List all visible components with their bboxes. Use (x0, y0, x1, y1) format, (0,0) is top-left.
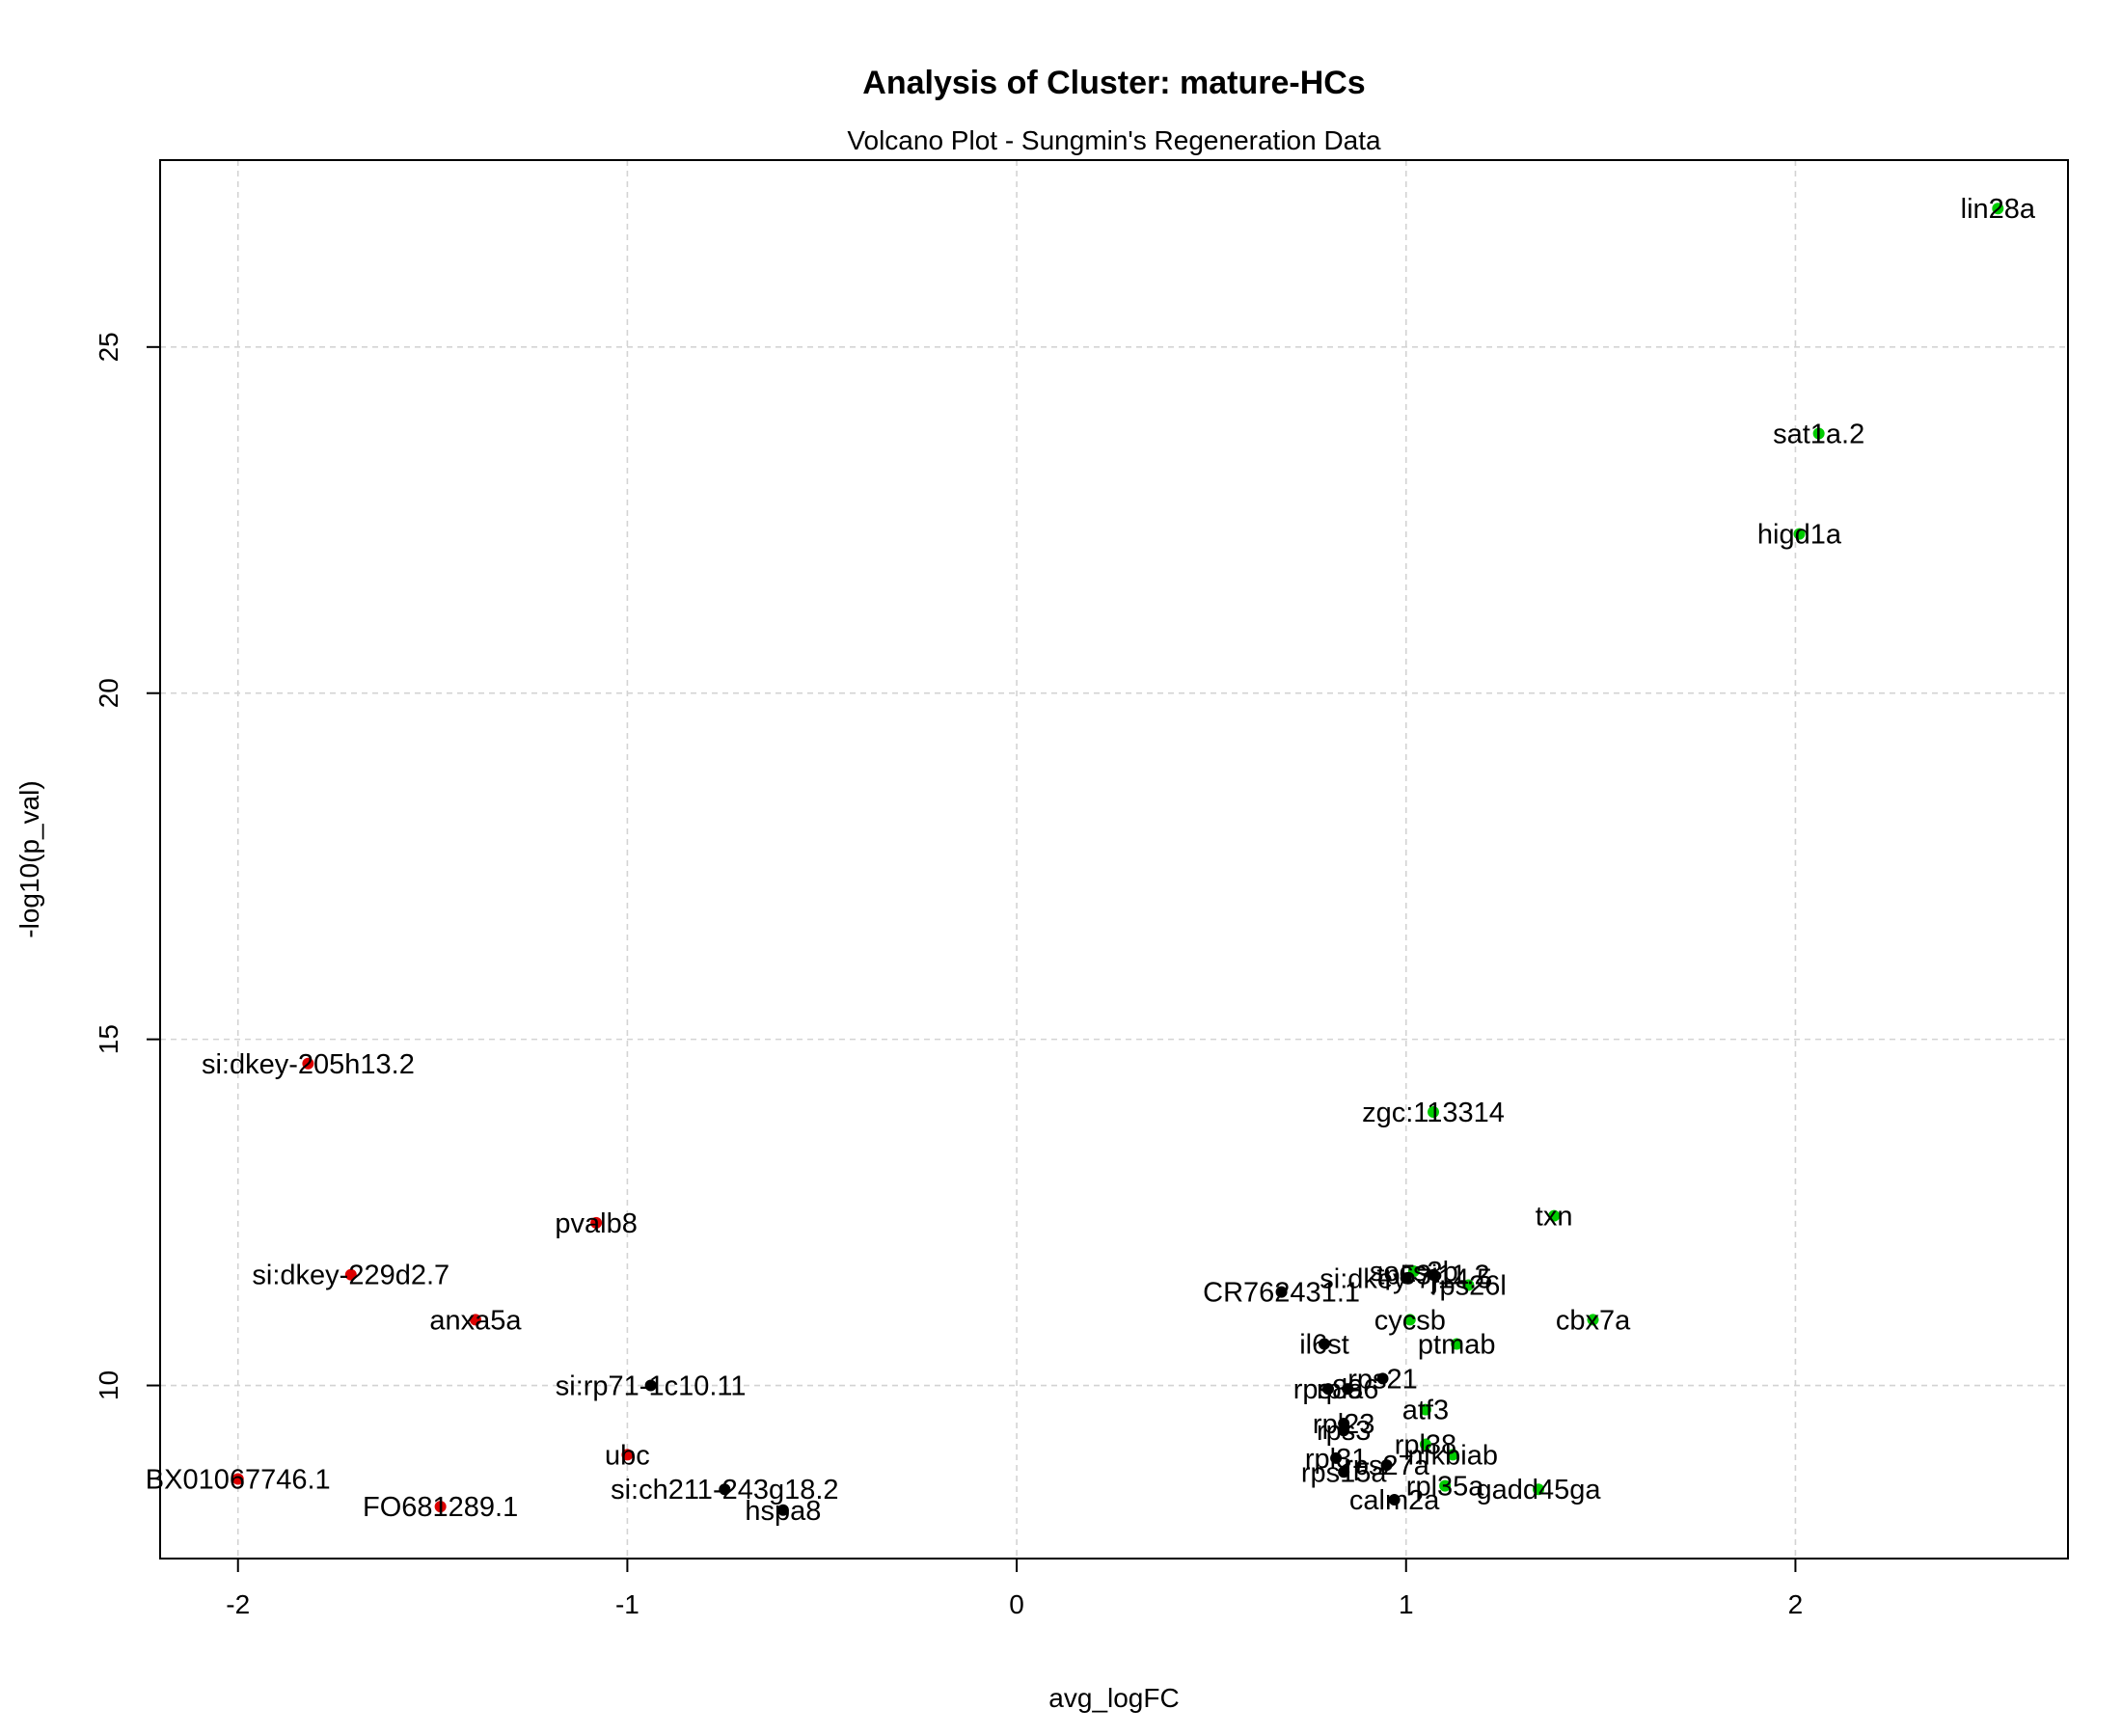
data-point (621, 1449, 634, 1461)
plot-frame (159, 159, 2069, 1560)
data-point (1318, 1338, 1330, 1350)
data-point (1428, 1106, 1440, 1119)
data-point (1812, 427, 1825, 440)
point-label: rps27a (1344, 1451, 1430, 1481)
data-point (1587, 1314, 1599, 1326)
data-point (1338, 1466, 1350, 1478)
point-label: rps3 (1317, 1416, 1371, 1447)
point-label: si:ch211-243g18.2 (611, 1475, 838, 1505)
point-label: txn (1536, 1202, 1573, 1233)
x-tick-label: 0 (1009, 1589, 1024, 1619)
data-point (231, 1473, 244, 1485)
point-label: higd1a (1757, 520, 1842, 551)
point-label: rpl35a (1406, 1472, 1484, 1503)
y-axis-label: -log10(p_val) (14, 780, 44, 937)
y-tick-label: 25 (94, 332, 123, 362)
data-point (1407, 1265, 1420, 1278)
point-label: rps8a (1293, 1374, 1364, 1405)
data-point (344, 1268, 357, 1281)
point-labels: lin28a sat1a.2 higd1a zgc:113314 txn cbx7a cyc… (146, 194, 2036, 1527)
data-point (776, 1504, 789, 1516)
point-label: BX01067746.1 (146, 1464, 331, 1495)
point-label: rpl38 (1395, 1430, 1457, 1461)
data-point (1793, 528, 1806, 540)
point-label: rpl31 (1305, 1444, 1368, 1475)
axis-ticks: -2 -1 0 1 2 10 15 20 25 (94, 332, 1803, 1619)
point-label: CR762431.1 (1203, 1278, 1360, 1309)
data-point (1275, 1286, 1288, 1298)
point-label: tp53i11.2 (1376, 1261, 1489, 1291)
point-label: sat1a.2 (1773, 420, 1864, 450)
point-label: rps21 (1347, 1364, 1418, 1395)
point-label: il6st (1299, 1329, 1349, 1360)
point-label: hspa8 (745, 1496, 821, 1527)
data-point (1400, 1272, 1412, 1285)
point-label: si:dkey-229d2.7 (252, 1261, 449, 1291)
point-label: rps15a (1301, 1457, 1388, 1488)
x-tick-label: -2 (226, 1589, 250, 1619)
x-tick-label: -1 (615, 1589, 639, 1619)
data-point (719, 1483, 731, 1496)
data-point (1451, 1338, 1463, 1350)
chart-title: Analysis of Cluster: mature-HCs (862, 65, 1365, 101)
point-label: si:dkey-7j14.5 (1319, 1263, 1492, 1294)
point-label: nfkbiab (1407, 1440, 1498, 1471)
data-point (302, 1057, 314, 1070)
data-point (1439, 1479, 1452, 1492)
x-tick-label: 2 (1788, 1589, 1804, 1619)
data-point (1403, 1314, 1416, 1326)
point-label: calm2a (1349, 1485, 1440, 1516)
data-point (434, 1501, 447, 1513)
data-point (1376, 1372, 1389, 1385)
point-label: cycsb (1374, 1305, 1446, 1336)
point-label: FO681289.1 (363, 1492, 518, 1523)
point-label: atf3 (1402, 1396, 1449, 1426)
data-point (1419, 1403, 1431, 1416)
data-point (1388, 1493, 1401, 1505)
point-label: rpl36 (1317, 1374, 1379, 1405)
point-label: rps26l (1430, 1270, 1507, 1301)
data-point (1338, 1424, 1350, 1437)
point-label: cbx7a (1556, 1305, 1631, 1336)
point-label: lin28a (1961, 194, 2036, 225)
data-points (231, 203, 2004, 1516)
data-point (644, 1379, 657, 1392)
x-axis-label: avg_logFC (1048, 1683, 1179, 1713)
point-label: si:dkey-205h13.2 (202, 1049, 415, 1080)
data-point (1342, 1383, 1354, 1396)
point-label: gadd45ga (1476, 1475, 1601, 1505)
point-label: ptmab (1418, 1329, 1496, 1360)
data-point (1462, 1279, 1475, 1291)
data-point (1447, 1449, 1459, 1461)
point-label: ubc (605, 1440, 650, 1471)
x-tick-label: 1 (1399, 1589, 1414, 1619)
data-point (1330, 1451, 1343, 1464)
point-label: si:rp71-1c10.11 (556, 1371, 747, 1402)
y-tick-label: 10 (94, 1370, 123, 1400)
data-point (1548, 1209, 1561, 1222)
point-label: anxa5a (429, 1305, 522, 1336)
point-label: rpl23 (1313, 1409, 1375, 1440)
point-label: pvalb8 (555, 1208, 637, 1239)
data-point (1428, 1268, 1440, 1281)
data-point (469, 1314, 481, 1326)
chart-subtitle: Volcano Plot - Sungmin's Regeneration Da… (847, 125, 1381, 155)
data-point (1419, 1438, 1431, 1451)
data-point (1380, 1459, 1393, 1472)
grid (160, 160, 2068, 1559)
y-tick-label: 15 (94, 1024, 123, 1054)
data-point (1322, 1383, 1335, 1396)
point-label: socs3b (1370, 1257, 1458, 1288)
y-tick-label: 20 (94, 678, 123, 708)
point-label: zgc:113314 (1362, 1098, 1505, 1128)
data-point (1533, 1483, 1545, 1496)
data-point (590, 1216, 603, 1229)
data-point (1992, 203, 2004, 215)
